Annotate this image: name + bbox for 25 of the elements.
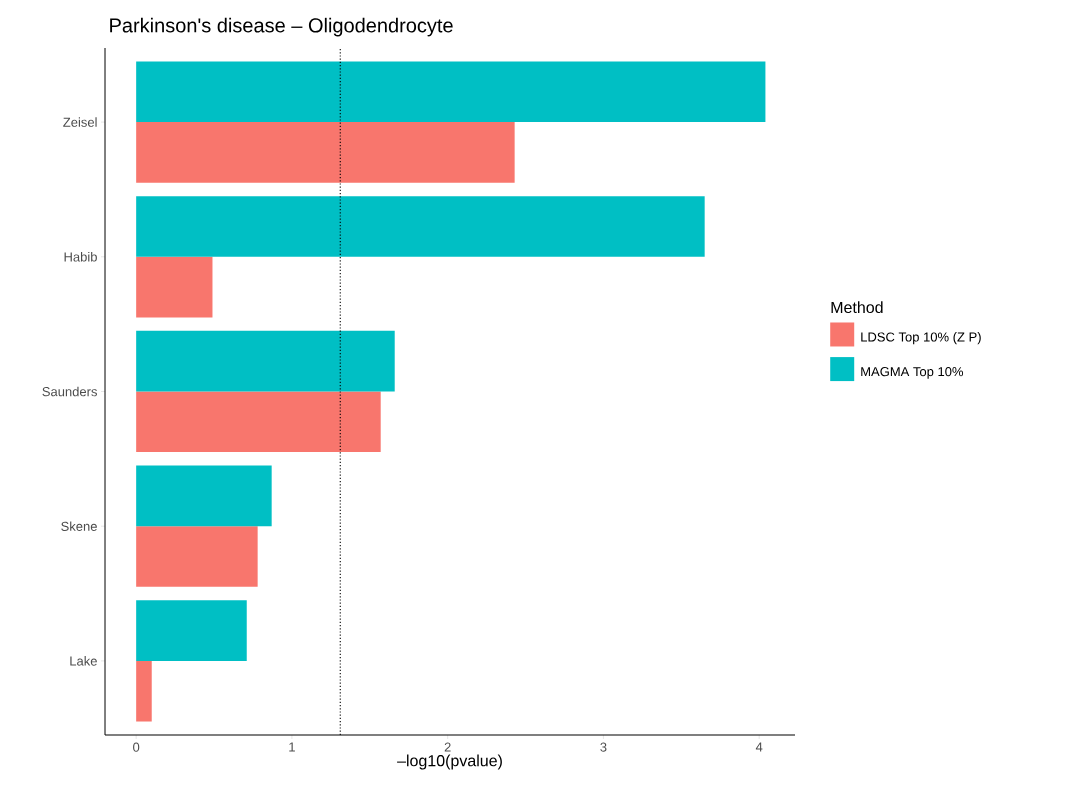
x-tick-label: 4 bbox=[755, 742, 763, 752]
bar bbox=[136, 330, 395, 392]
x-tick-label: 0 bbox=[133, 742, 140, 752]
bar bbox=[136, 196, 705, 257]
bar bbox=[136, 526, 258, 587]
legend-label: MAGMA Top 10% bbox=[861, 367, 964, 379]
chart-title: Parkinson's disease – Oligodendrocyte bbox=[110, 17, 453, 37]
y-tick-label: Habib bbox=[64, 252, 97, 262]
bar bbox=[136, 61, 766, 123]
y-tick-label: Saunders bbox=[42, 386, 97, 397]
legend-label: LDSC Top 10% (Z P) bbox=[861, 332, 981, 345]
legend-title: Method bbox=[831, 301, 883, 314]
bar bbox=[136, 391, 381, 453]
bar bbox=[136, 600, 247, 661]
bar bbox=[136, 256, 213, 318]
y-tick-label: Zeisel bbox=[63, 117, 97, 127]
bar bbox=[136, 660, 152, 722]
x-tick-label: 2 bbox=[444, 742, 451, 752]
bar bbox=[136, 122, 515, 183]
x-axis-title: –log10(pvalue) bbox=[397, 754, 502, 770]
y-tick-label: Lake bbox=[70, 656, 97, 666]
y-tick-label: Skene bbox=[61, 521, 97, 531]
x-tick-label: 3 bbox=[600, 742, 607, 752]
x-tick-label: 1 bbox=[289, 742, 295, 752]
bar bbox=[136, 465, 272, 527]
